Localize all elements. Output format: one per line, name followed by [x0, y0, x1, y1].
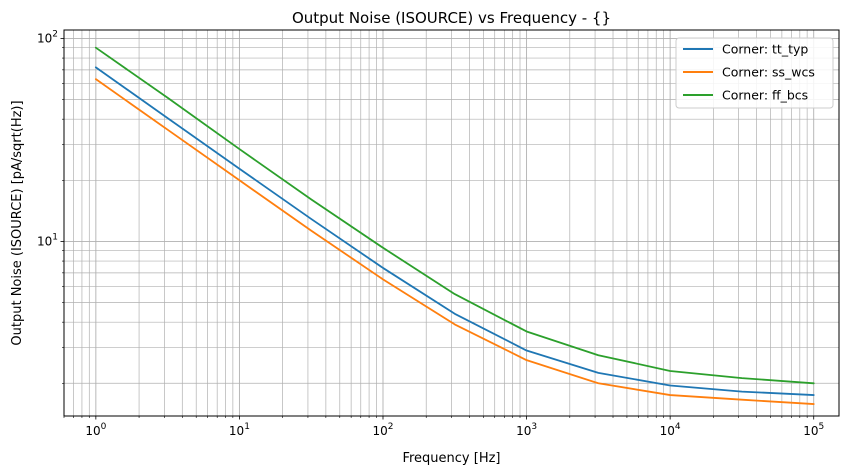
legend-label-ss-wcs: Corner: ss_wcs: [722, 65, 815, 80]
series-lines: [94, 46, 815, 405]
x-axis-label: Frequency [Hz]: [402, 451, 500, 466]
legend-label-tt-typ: Corner: tt_typ: [722, 42, 808, 57]
series-line-2: [94, 46, 815, 385]
legend-frame: [675, 37, 834, 109]
legend-label-ff-bcs: Corner: ff_bcs: [722, 88, 808, 103]
ticks: 100 101 102 103 104 105 101 102: [37, 29, 824, 438]
x-tick-label: 105: [803, 422, 824, 438]
x-tick-label: 102: [372, 422, 393, 438]
x-tick-label: 104: [660, 422, 681, 438]
legend: Corner: tt_typ Corner: ss_wcs Corner: ff…: [675, 37, 834, 109]
grid: [63, 30, 839, 416]
y-tick-label: 101: [37, 232, 58, 248]
series-line-1: [94, 78, 815, 405]
x-tick-label: 103: [516, 422, 537, 438]
y-axis-label: Output Noise (ISOURCE) [pA/sqrt(Hz)]: [10, 100, 25, 345]
chart-title: Output Noise (ISOURCE) vs Frequency - {}: [292, 9, 611, 27]
y-tick-label: 102: [37, 29, 58, 45]
series-line-0: [94, 66, 815, 396]
x-tick-label: 100: [85, 422, 106, 438]
x-tick-label: 101: [229, 422, 250, 438]
